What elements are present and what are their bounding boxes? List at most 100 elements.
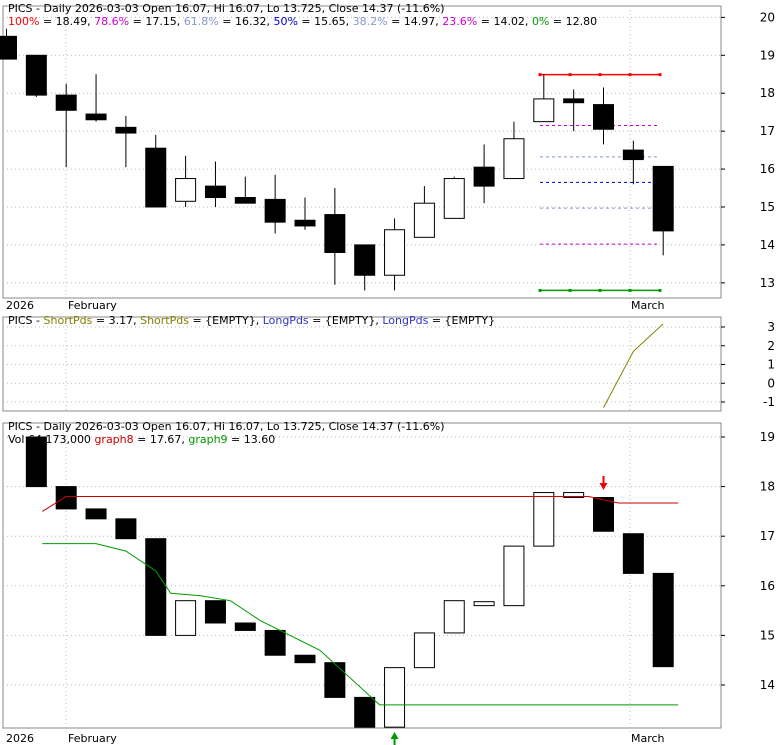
indicator-y-tick-label: 0 <box>767 376 775 390</box>
price-y-tick-label: 15 <box>760 200 775 214</box>
fib-legend-part-1: = 18.49, <box>39 15 94 28</box>
fib-legend-part-12: 0% <box>532 15 549 28</box>
graph8-line <box>42 496 679 512</box>
price-y-tick-label: 18 <box>760 86 775 100</box>
volume-legend-part-4: = 13.60 <box>228 433 276 446</box>
volume-candle-body <box>593 497 614 532</box>
volume-candle-body <box>234 622 256 631</box>
x-label-february-bottom: February <box>68 732 117 745</box>
volume-candle-body <box>652 572 674 668</box>
candle-body <box>533 98 555 123</box>
volume-y-tick-label: 18 <box>760 480 775 494</box>
candle-body <box>175 178 197 202</box>
x-label-march-bottom: March <box>631 732 665 745</box>
indicator-panel-title: PICS - ShortPds = 3.17, ShortPds = {EMPT… <box>8 314 495 327</box>
x-label-2026-bottom: 2026 <box>6 732 34 745</box>
x-label-march: March <box>631 299 665 312</box>
fib-level-marker <box>628 73 632 77</box>
graph9-line <box>42 543 679 706</box>
volume-candle-body <box>473 601 495 607</box>
volume-candle-body <box>25 436 47 488</box>
price-panel-y-axis: 20 19 18 17 16 15 14 13 <box>721 10 775 290</box>
candle-body <box>0 35 17 60</box>
volume-candle-body <box>294 654 316 664</box>
volume-candle-body <box>55 486 77 510</box>
volume-panel-title: PICS - Daily 2026-03-03 Open 16.07, Hi 1… <box>8 420 445 433</box>
indicator-title-part-4: = {EMPTY}, <box>189 314 263 327</box>
volume-panel-y-axis: 19 18 17 16 15 14 <box>721 430 775 692</box>
indicator-panel-frame <box>2 316 722 412</box>
fib-level-marker <box>598 288 602 292</box>
candle-body <box>234 197 256 204</box>
candle-body <box>324 214 346 253</box>
volume-y-tick-label: 19 <box>760 430 775 444</box>
candle-body <box>25 54 47 96</box>
volume-candle-body <box>175 600 197 636</box>
fib-legend-part-9: = 14.97, <box>388 15 443 28</box>
fib-legend-part-10: 23.6% <box>442 15 477 28</box>
volume-legend-part-1: graph8 <box>94 433 133 446</box>
fib-level-marker <box>658 73 662 77</box>
price-y-tick-label: 20 <box>760 10 775 24</box>
volume-candle-body <box>85 508 107 520</box>
indicator-y-tick-label: 1 <box>767 358 775 372</box>
volume-candle-body <box>115 518 137 540</box>
fib-legend-part-0: 100% <box>8 15 39 28</box>
price-y-tick-label: 19 <box>760 48 775 62</box>
indicator-title-part-3: ShortPds <box>140 314 189 327</box>
volume-y-tick-label: 14 <box>760 678 775 692</box>
price-y-tick-label: 14 <box>760 238 775 252</box>
indicator-title-part-2: = 3.17, <box>92 314 140 327</box>
candle-body <box>652 165 674 232</box>
volume-legend-part-2: = 17.67, <box>134 433 189 446</box>
indicator-panel-marks <box>603 323 664 408</box>
fib-legend-part-8: 38.2% <box>353 15 388 28</box>
candle-body <box>354 244 376 276</box>
indicator-title-part-1: ShortPds <box>44 314 93 327</box>
fib-level-marker <box>568 288 572 292</box>
price-panel-title: PICS - Daily 2026-03-03 Open 16.07, Hi 1… <box>8 2 445 15</box>
sell-arrow-icon <box>599 483 608 490</box>
fib-level-marker <box>568 73 572 77</box>
volume-y-tick-label: 16 <box>760 579 775 593</box>
candle-body <box>115 126 137 134</box>
indicator-y-tick-label: -1 <box>763 395 775 409</box>
fib-legend-part-11: = 14.02, <box>477 15 532 28</box>
fib-legend-part-4: 61.8% <box>184 15 219 28</box>
fib-legend-part-6: 50% <box>273 15 297 28</box>
indicator-title-part-7: LongPds <box>382 314 428 327</box>
volume-panel-legend: Vol 64,173,000 graph8 = 17.67, graph9 = … <box>8 433 275 446</box>
volume-candle-body <box>413 632 435 669</box>
fib-legend-part-7: = 15.65, <box>298 15 353 28</box>
candle-body <box>85 113 107 121</box>
x-label-february: February <box>68 299 117 312</box>
fib-legend: 100% = 18.49, 78.6% = 17.15, 61.8% = 16.… <box>8 15 597 28</box>
volume-y-tick-label: 15 <box>760 628 775 642</box>
volume-candle-body <box>264 629 286 656</box>
candle-body <box>204 185 226 199</box>
candle-body <box>145 147 167 208</box>
candle-body <box>294 219 316 227</box>
candle-body <box>443 178 465 219</box>
volume-legend-part-3: graph9 <box>188 433 227 446</box>
price-y-tick-label: 13 <box>760 276 775 290</box>
candle-body <box>264 198 286 223</box>
candle-body <box>384 229 406 276</box>
fib-level-marker <box>658 288 662 292</box>
volume-legend-part-0: Vol 64,173,000 <box>8 433 94 446</box>
volume-candle-body <box>622 533 644 574</box>
candle-body <box>413 202 435 238</box>
x-label-2026: 2026 <box>6 299 34 312</box>
candle-body <box>563 98 585 104</box>
fib-legend-part-13: = 12.80 <box>549 15 597 28</box>
fib-legend-part-3: = 17.15, <box>129 15 184 28</box>
fib-level-marker <box>598 73 602 77</box>
volume-candle-body <box>443 600 465 634</box>
volume-y-tick-label: 17 <box>760 529 775 543</box>
indicator-title-part-6: = {EMPTY}, <box>309 314 383 327</box>
indicator-title-part-5: LongPds <box>263 314 309 327</box>
indicator-y-tick-label: 2 <box>767 339 775 353</box>
volume-candle-body <box>145 538 167 636</box>
volume-panel-frame <box>2 422 722 729</box>
